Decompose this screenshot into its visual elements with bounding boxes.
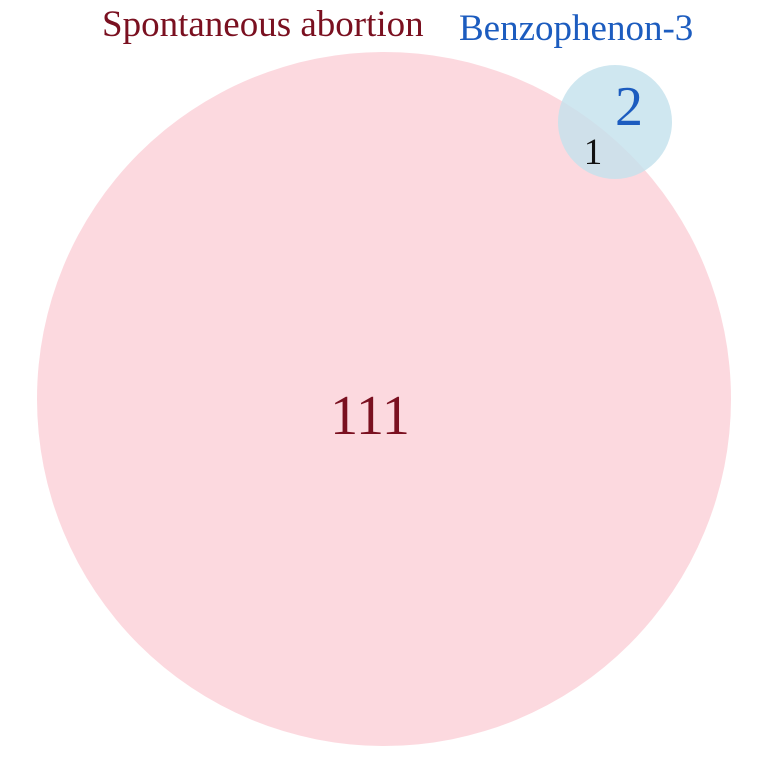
set-label-benzophenon-3: Benzophenon-3 (459, 8, 693, 49)
set-circle-benzophenon-3 (558, 65, 672, 179)
count-spontaneous-abortion-only: 111 (330, 385, 410, 447)
count-benzophenon-3-only: 2 (615, 76, 643, 138)
set-circle-spontaneous-abortion (37, 52, 731, 746)
set-label-spontaneous-abortion: Spontaneous abortion (102, 4, 424, 45)
count-intersection: 1 (584, 132, 603, 173)
